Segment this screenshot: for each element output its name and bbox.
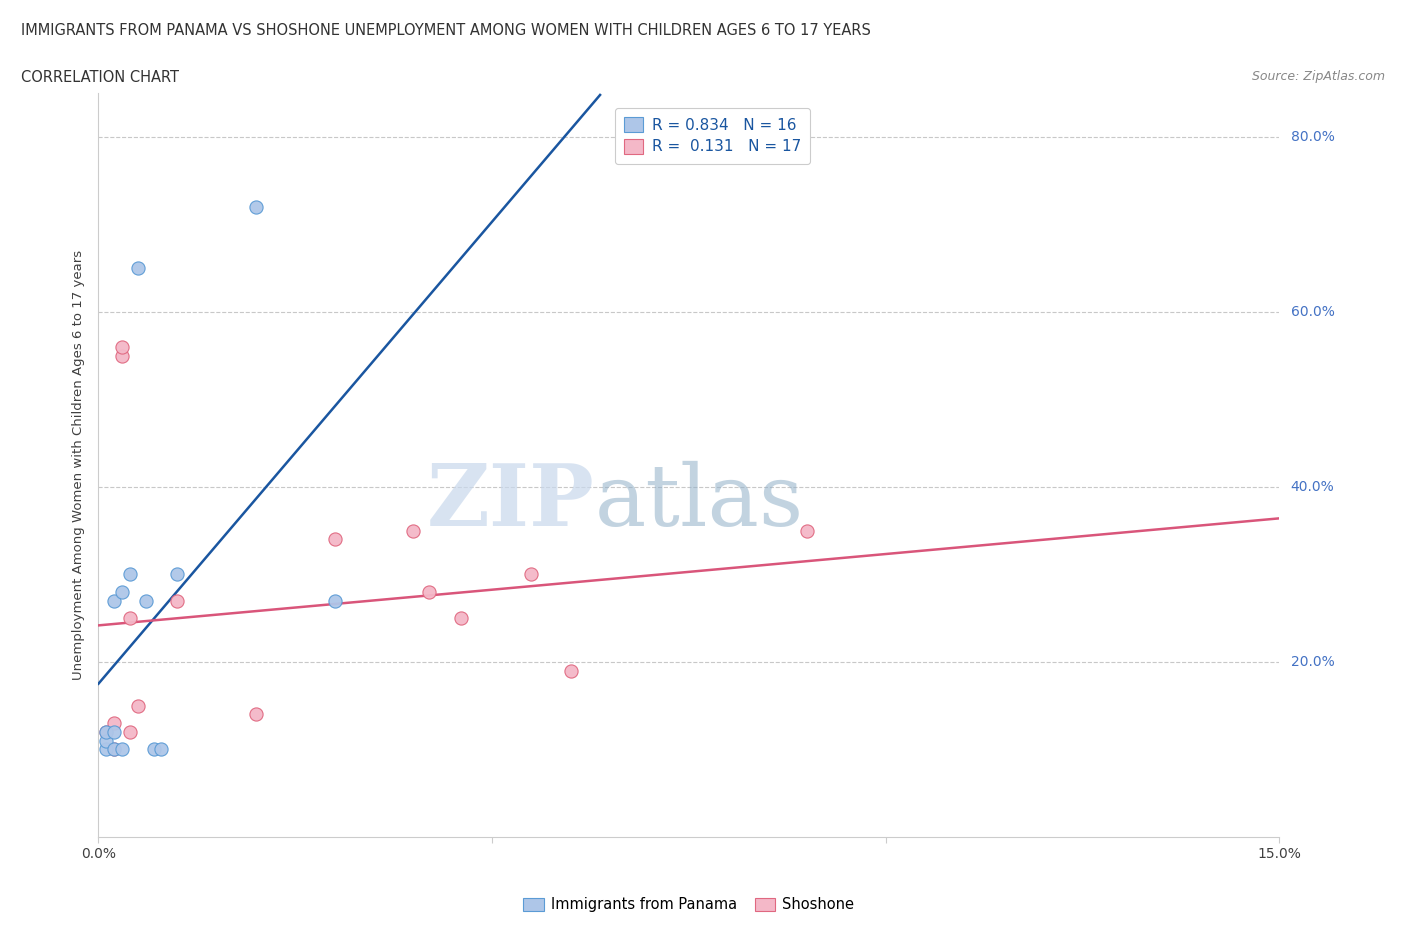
Point — [111, 584, 134, 599]
Point — [520, 567, 543, 582]
Point — [103, 593, 125, 608]
Text: 20.0%: 20.0% — [1291, 655, 1334, 669]
Text: atlas: atlas — [595, 460, 804, 544]
Text: 80.0%: 80.0% — [1291, 130, 1334, 144]
Text: 40.0%: 40.0% — [1291, 480, 1334, 494]
Legend: Immigrants from Panama, Shoshone: Immigrants from Panama, Shoshone — [517, 891, 860, 918]
Point — [166, 567, 188, 582]
Point — [103, 724, 125, 739]
Point — [142, 742, 165, 757]
Point — [135, 593, 157, 608]
Point — [111, 742, 134, 757]
Point — [245, 707, 267, 722]
Text: ZIP: ZIP — [426, 460, 595, 544]
Point — [96, 724, 118, 739]
Point — [245, 199, 267, 214]
Point — [118, 611, 141, 626]
Point — [103, 716, 125, 731]
Point — [111, 339, 134, 354]
Text: Source: ZipAtlas.com: Source: ZipAtlas.com — [1251, 70, 1385, 83]
Point — [796, 524, 818, 538]
Point — [127, 698, 149, 713]
Point — [103, 742, 125, 757]
Y-axis label: Unemployment Among Women with Children Ages 6 to 17 years: Unemployment Among Women with Children A… — [72, 250, 86, 680]
Point — [111, 348, 134, 363]
Point — [127, 260, 149, 275]
Point — [323, 593, 346, 608]
Point — [402, 524, 425, 538]
Point — [450, 611, 472, 626]
Point — [323, 532, 346, 547]
Text: IMMIGRANTS FROM PANAMA VS SHOSHONE UNEMPLOYMENT AMONG WOMEN WITH CHILDREN AGES 6: IMMIGRANTS FROM PANAMA VS SHOSHONE UNEMP… — [21, 23, 870, 38]
Text: 60.0%: 60.0% — [1291, 305, 1334, 319]
Point — [96, 733, 118, 748]
Point — [118, 567, 141, 582]
Point — [418, 584, 440, 599]
Point — [96, 724, 118, 739]
Point — [96, 742, 118, 757]
Point — [150, 742, 173, 757]
Text: CORRELATION CHART: CORRELATION CHART — [21, 70, 179, 85]
Legend: R = 0.834   N = 16, R =  0.131   N = 17: R = 0.834 N = 16, R = 0.131 N = 17 — [614, 108, 810, 164]
Point — [118, 724, 141, 739]
Point — [560, 663, 582, 678]
Point — [166, 593, 188, 608]
Point — [103, 742, 125, 757]
